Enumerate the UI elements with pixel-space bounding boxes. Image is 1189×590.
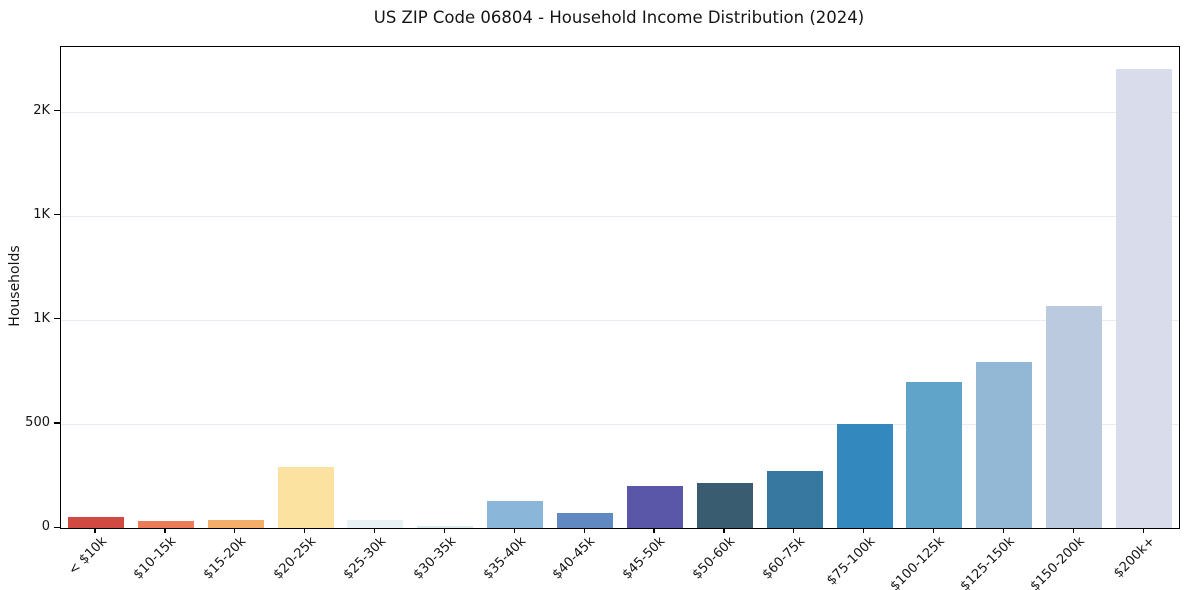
bar-150-200k bbox=[1046, 306, 1103, 528]
x-tick-label: $10-15k bbox=[130, 534, 180, 583]
bar-10-15k bbox=[137, 520, 194, 528]
bar-40-45k bbox=[557, 513, 613, 528]
x-tick-label: $40-45k bbox=[550, 534, 599, 583]
x-tick-label: $35-40k bbox=[480, 534, 529, 583]
x-tick-mark bbox=[513, 528, 515, 533]
x-tick-mark bbox=[723, 528, 725, 533]
x-tick-mark bbox=[304, 528, 306, 533]
bar-200k bbox=[1116, 68, 1172, 528]
x-tick-mark bbox=[583, 528, 585, 533]
bar-10k bbox=[67, 516, 124, 528]
x-tick-label: $45-50k bbox=[620, 534, 669, 583]
y-tick-mark bbox=[54, 526, 60, 528]
x-tick-mark bbox=[793, 528, 795, 533]
x-tick-label: $100-125k bbox=[887, 534, 949, 590]
bar-20-25k bbox=[277, 466, 334, 528]
bar-35-40k bbox=[487, 500, 544, 528]
x-tick-mark bbox=[234, 528, 236, 533]
x-tick-label: $20-25k bbox=[270, 534, 320, 583]
x-tick-label: $200k+ bbox=[1110, 534, 1158, 582]
x-tick-label: $125-150k bbox=[957, 534, 1018, 590]
gridline-y-500 bbox=[61, 423, 1179, 425]
y-tick-mark bbox=[54, 318, 60, 320]
gridline-y-2000 bbox=[61, 111, 1179, 113]
gridline-y-1500 bbox=[61, 215, 1179, 217]
bar-25-30k bbox=[347, 519, 404, 528]
plot-area bbox=[60, 46, 1180, 529]
x-tick-label: $30-35k bbox=[410, 534, 459, 583]
x-tick-label: $50-60k bbox=[689, 534, 739, 583]
x-tick-mark bbox=[653, 528, 655, 533]
x-tick-mark bbox=[1142, 528, 1144, 533]
bar-75-100k bbox=[836, 423, 893, 528]
gridline-y-1000 bbox=[61, 319, 1179, 321]
x-tick-mark bbox=[164, 528, 166, 533]
bar-15-20k bbox=[207, 519, 264, 528]
y-tick-mark bbox=[54, 422, 60, 424]
x-tick-mark bbox=[373, 528, 376, 533]
x-tick-mark bbox=[932, 528, 935, 533]
bar-45-50k bbox=[626, 486, 683, 528]
y-tick-label: 0 bbox=[41, 519, 50, 534]
x-tick-mark bbox=[1072, 528, 1074, 533]
x-tick-mark bbox=[1002, 528, 1004, 533]
y-tick-label: 2K bbox=[33, 102, 50, 118]
y-tick-label: 500 bbox=[25, 414, 50, 430]
x-tick-label: $75-100k bbox=[823, 534, 879, 589]
x-tick-label: $25-30k bbox=[340, 534, 390, 583]
y-tick-mark bbox=[54, 110, 60, 112]
x-tick-label: $150-200k bbox=[1027, 534, 1088, 590]
x-tick-label: $60-75k bbox=[759, 534, 809, 583]
bar-60-75k bbox=[766, 470, 823, 528]
y-tick-mark bbox=[54, 214, 60, 216]
bar-30-35k bbox=[417, 525, 474, 528]
x-tick-mark bbox=[443, 528, 445, 533]
bar-50-60k bbox=[696, 483, 753, 528]
chart-title: US ZIP Code 06804 - Household Income Dis… bbox=[373, 8, 865, 27]
x-tick-mark bbox=[863, 528, 865, 533]
bar-125-150k bbox=[976, 362, 1033, 528]
x-tick-mark bbox=[94, 528, 96, 533]
y-tick-label: 1K bbox=[33, 310, 50, 326]
bar-100-125k bbox=[906, 382, 963, 528]
y-tick-label: 1K bbox=[33, 206, 50, 222]
x-tick-label: < $10k bbox=[65, 534, 110, 579]
x-tick-label: $15-20k bbox=[200, 534, 250, 583]
